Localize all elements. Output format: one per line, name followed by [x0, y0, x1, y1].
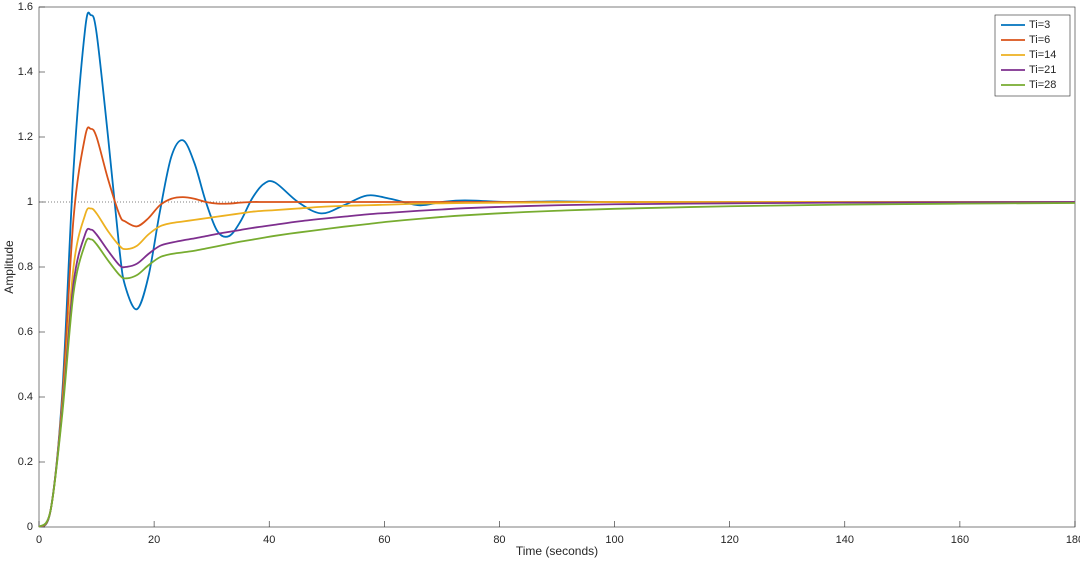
y-tick-label: 1.6 — [18, 1, 33, 13]
x-tick-label: 0 — [36, 534, 42, 546]
x-tick-label: 160 — [951, 534, 969, 546]
y-tick-label: 1.2 — [18, 131, 33, 143]
x-axis-label: Time (seconds) — [516, 544, 598, 558]
x-tick-label: 100 — [605, 534, 623, 546]
y-tick-label: 1 — [27, 196, 33, 208]
x-tick-label: 40 — [263, 534, 275, 546]
x-tick-label: 60 — [378, 534, 390, 546]
legend-label: Ti=14 — [1029, 49, 1056, 61]
legend-label: Ti=28 — [1029, 79, 1056, 91]
y-tick-label: 0.4 — [18, 391, 33, 403]
legend-label: Ti=21 — [1029, 64, 1056, 76]
x-tick-label: 180 — [1066, 534, 1080, 546]
legend-label: Ti=3 — [1029, 19, 1050, 31]
y-tick-label: 1.4 — [18, 66, 33, 78]
plot-area — [38, 6, 1076, 528]
x-tick-label: 80 — [493, 534, 505, 546]
y-tick-label: 0.2 — [18, 456, 33, 468]
y-tick-label: 0.8 — [18, 261, 33, 273]
x-tick-label: 120 — [720, 534, 738, 546]
y-tick-label: 0.6 — [18, 326, 33, 338]
series-line — [38, 202, 1076, 528]
y-axis-label: Amplitude — [2, 240, 16, 294]
x-tick-label: 20 — [148, 534, 160, 546]
x-tick-label: 140 — [836, 534, 854, 546]
series-line — [38, 201, 1075, 528]
y-tick-label: 0 — [27, 521, 33, 533]
legend: Ti=3 Ti=6 Ti=14 Ti=21 Ti=28 — [994, 14, 1071, 97]
series-line — [38, 201, 1076, 528]
legend-label: Ti=6 — [1029, 34, 1050, 46]
